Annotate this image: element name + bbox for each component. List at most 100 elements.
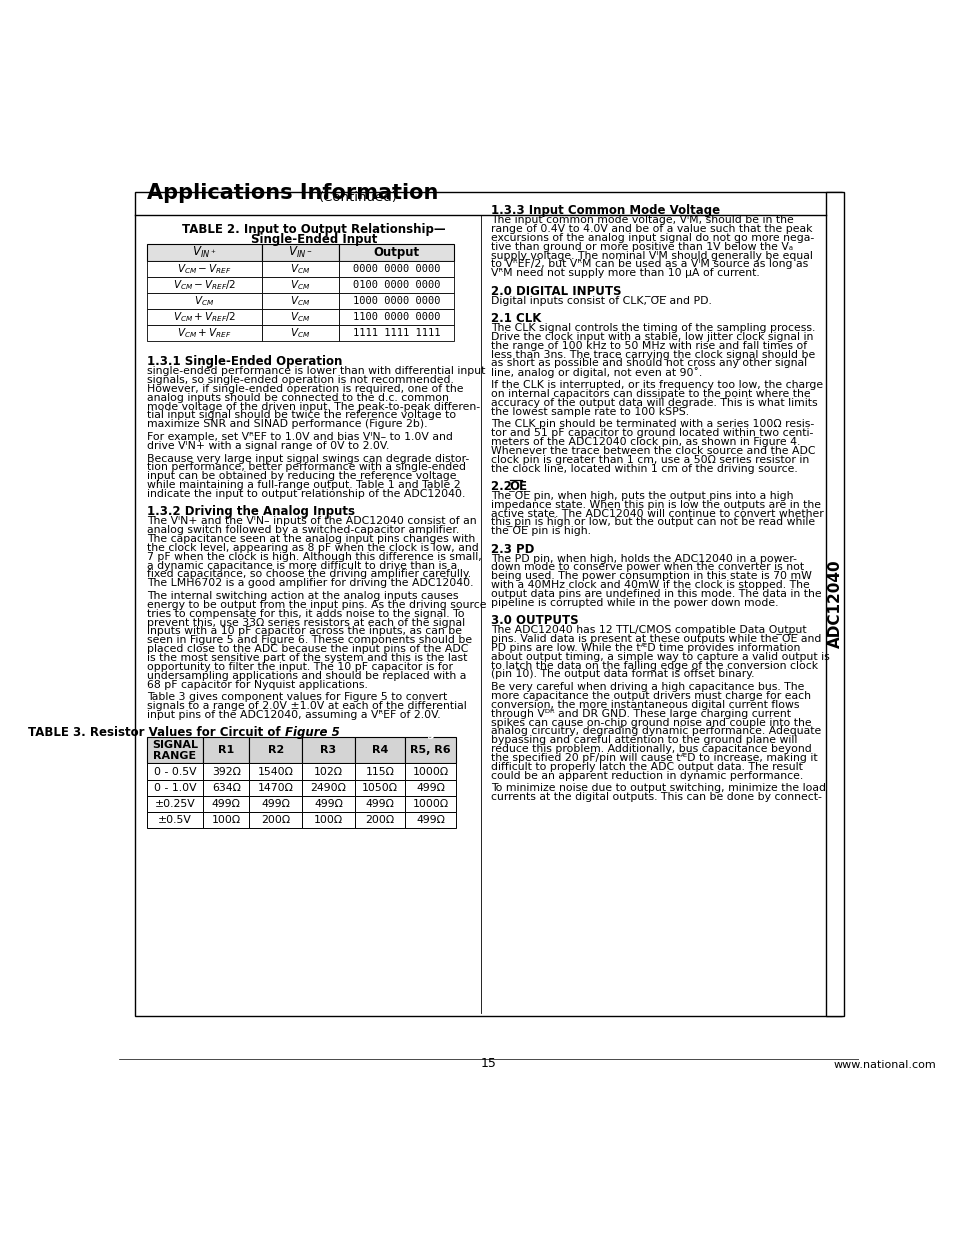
Text: ±0.25V: ±0.25V [154,799,195,809]
FancyBboxPatch shape [825,193,843,1016]
FancyBboxPatch shape [355,763,405,779]
FancyBboxPatch shape [249,763,302,779]
Text: The VᴵN+ and the VᴵN– inputs of the ADC12040 consist of an: The VᴵN+ and the VᴵN– inputs of the ADC1… [147,516,476,526]
Text: clock pin is greater than 1 cm, use a 50Ω series resistor in: clock pin is greater than 1 cm, use a 50… [491,454,809,464]
FancyBboxPatch shape [405,811,456,829]
FancyBboxPatch shape [147,277,261,293]
Text: the specified 20 pF/pin will cause tᴭD to increase, making it: the specified 20 pF/pin will cause tᴭD t… [491,753,817,763]
Text: $V_{IN^-}$: $V_{IN^-}$ [288,245,313,259]
Text: If the CLK is interrupted, or its frequency too low, the charge: If the CLK is interrupted, or its freque… [491,380,822,390]
Text: the range of 100 kHz to 50 MHz with rise and fall times of: the range of 100 kHz to 50 MHz with rise… [491,341,806,351]
FancyBboxPatch shape [339,293,454,309]
Text: placed close to the ADC because the input pins of the ADC: placed close to the ADC because the inpu… [147,645,468,655]
FancyBboxPatch shape [261,243,339,261]
FancyBboxPatch shape [302,737,355,763]
FancyBboxPatch shape [147,325,261,341]
Text: fixed capacitance, so choose the driving amplifier carefully.: fixed capacitance, so choose the driving… [147,569,471,579]
Text: impedance state. When this pin is low the outputs are in the: impedance state. When this pin is low th… [491,500,821,510]
Text: Single-Ended Input: Single-Ended Input [251,233,377,246]
Text: RANGE: RANGE [153,751,196,761]
Text: For example, set VᴿEF to 1.0V and bias VᴵN– to 1.0V and: For example, set VᴿEF to 1.0V and bias V… [147,432,453,442]
Text: 1.3.1 Single-Ended Operation: 1.3.1 Single-Ended Operation [147,356,342,368]
Text: Figure 5: Figure 5 [284,726,339,740]
Text: less than 3ns. The trace carrying the clock signal should be: less than 3ns. The trace carrying the cl… [491,350,815,359]
Text: seen in Figure 5 and Figure 6. These components should be: seen in Figure 5 and Figure 6. These com… [147,635,472,645]
Text: 0000 0000 0000: 0000 0000 0000 [353,264,440,274]
Text: TABLE 2. Input to Output Relationship—: TABLE 2. Input to Output Relationship— [182,222,445,236]
Text: maximize SNR and SINAD performance (Figure 2b).: maximize SNR and SINAD performance (Figu… [147,419,427,430]
Text: The LMH6702 is a good amplifier for driving the ADC12040.: The LMH6702 is a good amplifier for driv… [147,578,473,588]
Text: 499Ω: 499Ω [365,799,394,809]
Text: the ̅O̅̅E̅ pin is high.: the ̅O̅̅E̅ pin is high. [491,526,591,536]
Text: difficult to properly latch the ADC output data. The result: difficult to properly latch the ADC outp… [491,762,802,772]
Text: 2.0 DIGITAL INPUTS: 2.0 DIGITAL INPUTS [491,285,621,298]
Text: while maintaining a full-range output. Table 1 and Table 2: while maintaining a full-range output. T… [147,480,460,490]
FancyBboxPatch shape [405,779,456,795]
Text: range of 0.4V to 4.0V and be of a value such that the peak: range of 0.4V to 4.0V and be of a value … [491,224,812,235]
FancyBboxPatch shape [302,763,355,779]
Text: www.national.com: www.national.com [833,1060,936,1070]
Text: The internal switching action at the analog inputs causes: The internal switching action at the ana… [147,592,458,601]
Text: The CLK pin should be terminated with a series 100Ω resis-: The CLK pin should be terminated with a … [491,419,814,430]
Text: on internal capacitors can dissipate to the point where the: on internal capacitors can dissipate to … [491,389,810,399]
FancyBboxPatch shape [134,193,841,1016]
Text: through Vᴰᴿ and DR GND. These large charging current: through Vᴰᴿ and DR GND. These large char… [491,709,790,719]
Text: 1000Ω: 1000Ω [412,767,448,777]
Text: $V_{CM}$: $V_{CM}$ [290,326,311,341]
Text: tial input signal should be twice the reference voltage to: tial input signal should be twice the re… [147,410,456,420]
Text: 499Ω: 499Ω [212,799,240,809]
Text: pipeline is corrupted while in the power down mode.: pipeline is corrupted while in the power… [491,598,778,608]
Text: the clock level, appearing as 8 pF when the clock is low, and: the clock level, appearing as 8 pF when … [147,543,478,553]
FancyBboxPatch shape [405,795,456,811]
Text: 2.1 CLK: 2.1 CLK [491,312,541,325]
Text: 7 pF when the clock is high. Although this difference is small,: 7 pF when the clock is high. Although th… [147,552,481,562]
Text: to latch the data on the falling edge of the conversion clock: to latch the data on the falling edge of… [491,661,818,671]
Text: SIGNAL: SIGNAL [152,740,198,750]
Text: 1111 1111 1111: 1111 1111 1111 [353,329,440,338]
Text: 15: 15 [480,1057,497,1070]
FancyBboxPatch shape [249,737,302,763]
Text: as short as possible and should not cross any other signal: as short as possible and should not cros… [491,358,806,368]
Text: To minimize noise due to output switching, minimize the load: To minimize noise due to output switchin… [491,783,825,793]
Text: with a 40MHz clock and 40mW if the clock is stopped. The: with a 40MHz clock and 40mW if the clock… [491,580,809,590]
Text: signals to a range of 2.0V ±1.0V at each of the differential: signals to a range of 2.0V ±1.0V at each… [147,701,466,711]
FancyBboxPatch shape [261,325,339,341]
FancyBboxPatch shape [302,779,355,795]
Text: being used. The power consumption in this state is 70 mW: being used. The power consumption in thi… [491,572,811,582]
FancyBboxPatch shape [339,309,454,325]
Text: opportunity to filter the input. The 10 pF capacitor is for: opportunity to filter the input. The 10 … [147,662,453,672]
Text: TABLE 3. Resistor Values for Circuit of Figure 5: TABLE 3. Resistor Values for Circuit of … [158,726,470,740]
Text: 1.3.3 Input Common Mode Voltage: 1.3.3 Input Common Mode Voltage [491,205,720,217]
Text: OE: OE [509,480,527,493]
Text: R2: R2 [268,746,284,756]
Text: prevent this, use 33Ω series resistors at each of the signal: prevent this, use 33Ω series resistors a… [147,618,465,627]
Text: 115Ω: 115Ω [365,767,394,777]
Text: 2.3 PD: 2.3 PD [491,543,534,556]
Text: 3.0 OUTPUTS: 3.0 OUTPUTS [491,615,578,627]
Text: analog inputs should be connected to the d.c. common: analog inputs should be connected to the… [147,393,449,403]
Text: 499Ω: 499Ω [416,783,444,793]
Text: 1000 0000 0000: 1000 0000 0000 [353,296,440,306]
Text: 634Ω: 634Ω [212,783,240,793]
FancyBboxPatch shape [147,763,203,779]
Text: a dynamic capacitance is more difficult to drive than is a: a dynamic capacitance is more difficult … [147,561,456,571]
Text: 0 - 1.0V: 0 - 1.0V [153,783,196,793]
Text: tries to compensate for this, it adds noise to the signal. To: tries to compensate for this, it adds no… [147,609,464,619]
FancyBboxPatch shape [261,261,339,277]
Text: pins. Valid data is present at these outputs while the ̅O̅̅E̅ and: pins. Valid data is present at these out… [491,634,821,645]
FancyBboxPatch shape [249,795,302,811]
Text: 1000Ω: 1000Ω [412,799,448,809]
FancyBboxPatch shape [405,737,456,763]
Text: $V_{CM} - V_{REF}/2$: $V_{CM} - V_{REF}/2$ [172,278,236,291]
FancyBboxPatch shape [147,243,261,261]
Text: ADC12040: ADC12040 [826,559,841,648]
Text: ±0.5V: ±0.5V [158,815,192,825]
Text: meters of the ADC12040 clock pin, as shown in Figure 4.: meters of the ADC12040 clock pin, as sho… [491,437,800,447]
Text: TABLE 3. Resistor Values for Circuit of: TABLE 3. Resistor Values for Circuit of [28,726,284,740]
Text: active state. The ADC12040 will continue to convert whether: active state. The ADC12040 will continue… [491,509,823,519]
Text: reduce this problem. Additionally, bus capacitance beyond: reduce this problem. Additionally, bus c… [491,745,811,755]
FancyBboxPatch shape [147,795,203,811]
Text: to VᴿEF/2, but VᴿM can be used as a VᴵM source as long as: to VᴿEF/2, but VᴿM can be used as a VᴵM … [491,259,807,269]
FancyBboxPatch shape [405,763,456,779]
Text: $V_{CM}$: $V_{CM}$ [290,278,311,291]
